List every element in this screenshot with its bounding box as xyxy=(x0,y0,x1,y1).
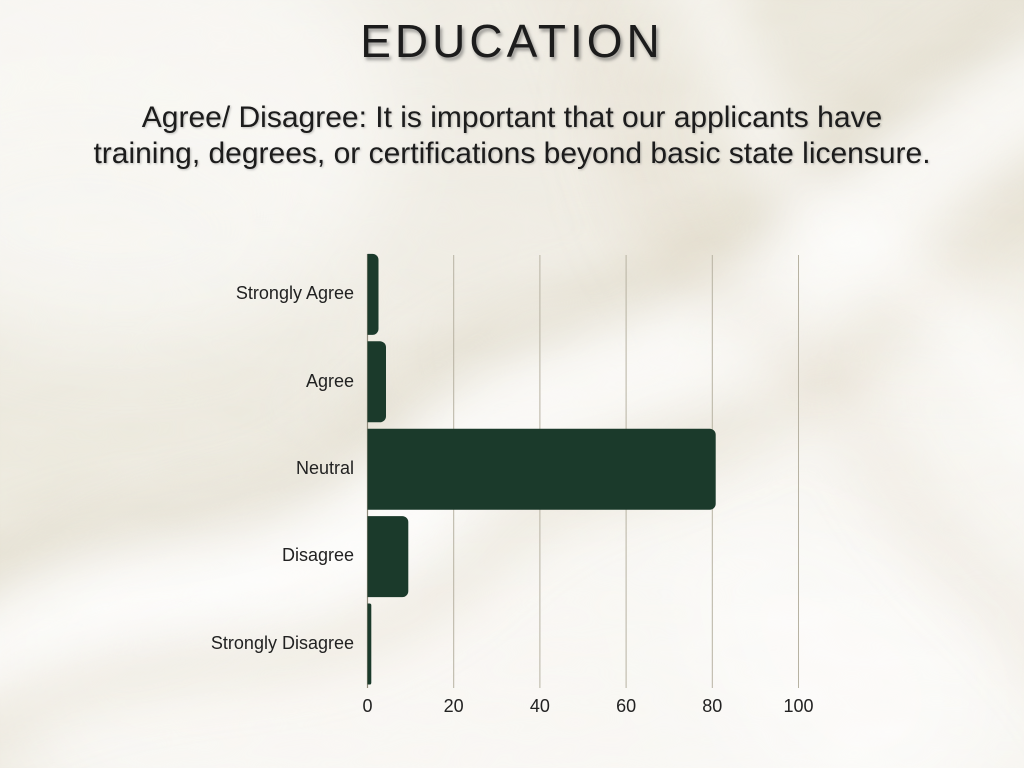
svg-text:Agree: Agree xyxy=(306,371,354,391)
svg-text:60: 60 xyxy=(616,696,636,716)
svg-text:100: 100 xyxy=(783,696,813,716)
svg-text:0: 0 xyxy=(362,696,372,716)
svg-text:Strongly Disagree: Strongly Disagree xyxy=(211,633,354,653)
svg-text:Strongly Agree: Strongly Agree xyxy=(236,283,354,303)
svg-text:Disagree: Disagree xyxy=(282,545,354,565)
svg-text:20: 20 xyxy=(444,696,464,716)
svg-text:Neutral: Neutral xyxy=(296,458,354,478)
svg-text:80: 80 xyxy=(702,696,722,716)
svg-text:40: 40 xyxy=(530,696,550,716)
